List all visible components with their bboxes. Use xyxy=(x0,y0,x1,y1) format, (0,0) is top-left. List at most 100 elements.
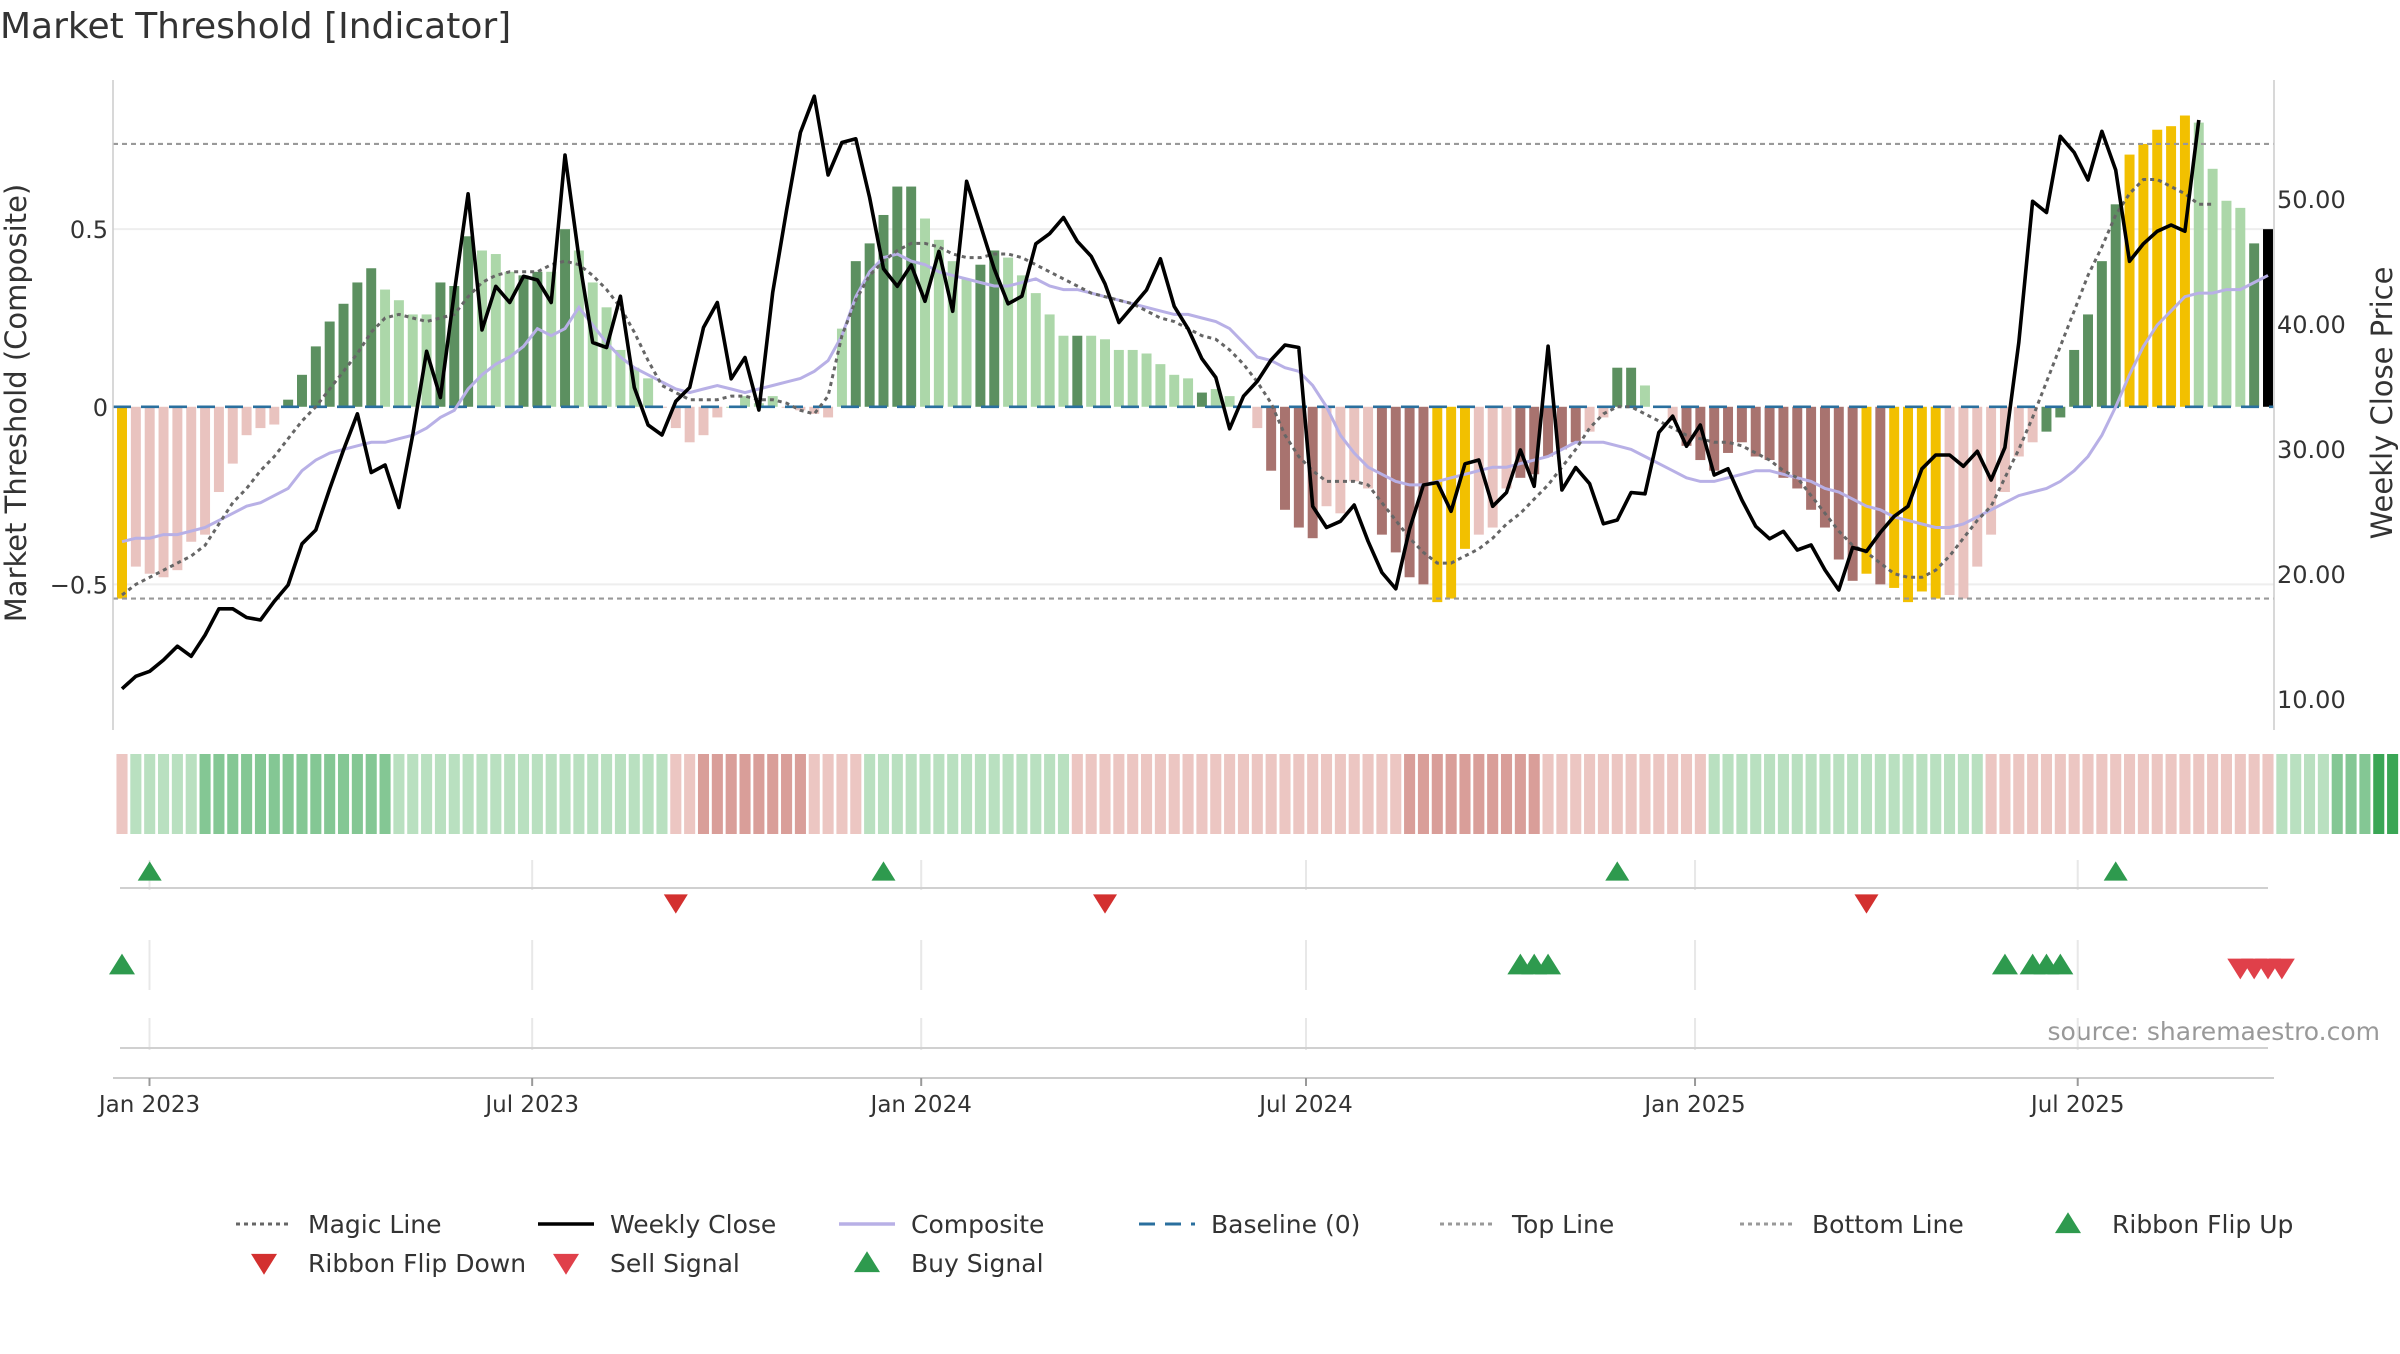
ribbon-cell xyxy=(836,754,848,834)
composite-bar xyxy=(407,314,418,407)
ribbon-cell xyxy=(2013,754,2025,834)
composite-bar xyxy=(989,250,1000,407)
composite-bar xyxy=(1127,349,1138,407)
ribbon-cell xyxy=(2345,754,2357,834)
ribbon-cell xyxy=(1736,754,1748,834)
composite-bar xyxy=(1252,406,1263,429)
ribbon-cell xyxy=(213,754,225,834)
composite-bar xyxy=(587,282,598,407)
composite-bar xyxy=(324,321,335,407)
ribbon-cell xyxy=(2027,754,2039,834)
ribbon-cell xyxy=(2248,754,2260,834)
composite-bar xyxy=(2110,204,2121,407)
ribbon-cell xyxy=(1514,754,1526,834)
composite-bar xyxy=(2221,200,2232,407)
x-tick-label: Jul 2024 xyxy=(1257,1092,1353,1118)
ribbon-cell xyxy=(781,754,793,834)
composite-bar xyxy=(1916,406,1927,592)
composite-bar xyxy=(573,250,584,407)
ribbon-cell xyxy=(1777,754,1789,834)
ribbon-cell xyxy=(1764,754,1776,834)
ribbon-cell xyxy=(241,754,253,834)
composite-bar xyxy=(1723,406,1734,453)
composite-bar xyxy=(1515,406,1526,478)
composite-line xyxy=(121,252,2269,544)
ribbon-cell xyxy=(379,754,391,834)
y2-tick-label: 20.00 xyxy=(2277,561,2346,589)
ribbon-cell xyxy=(337,754,350,834)
ribbon-cell xyxy=(1057,754,1070,834)
composite-bar xyxy=(1183,378,1194,407)
ribbon-cell xyxy=(1680,754,1693,834)
ribbon-cell xyxy=(864,754,876,834)
composite-bar xyxy=(2207,168,2218,407)
legend-swatch xyxy=(553,1253,579,1275)
composite-bar xyxy=(1293,406,1304,528)
ribbon-cell xyxy=(2124,754,2136,834)
composite-bar xyxy=(352,282,363,407)
ribbon-flip-down-marker xyxy=(1093,894,1118,914)
ribbon-cell xyxy=(1030,754,1042,834)
ribbon-cell xyxy=(1584,754,1596,834)
composite-bar xyxy=(1889,406,1900,588)
composite-bar xyxy=(2179,115,2190,407)
ribbon-cell xyxy=(1445,754,1457,834)
legend-label: Ribbon Flip Down xyxy=(308,1249,526,1278)
ribbon-cell xyxy=(310,754,322,834)
ribbon-cell xyxy=(1722,754,1734,834)
composite-bar xyxy=(615,349,626,407)
ribbon-cell xyxy=(1154,754,1166,834)
source-label: source: sharemaestro.com xyxy=(2048,1017,2381,1046)
ribbon-cell xyxy=(1417,754,1429,834)
composite-bar xyxy=(1432,406,1443,603)
legend-label: Ribbon Flip Up xyxy=(2112,1210,2293,1239)
buy-signal-marker xyxy=(109,953,135,975)
composite-bar xyxy=(393,300,404,407)
ribbon-cell xyxy=(919,754,931,834)
composite-bar xyxy=(836,328,847,407)
ribbon-cell xyxy=(1251,754,1263,834)
ribbon-cell xyxy=(794,754,806,834)
ribbon-cell xyxy=(421,754,433,834)
composite-bar xyxy=(947,261,958,407)
ribbon-cell xyxy=(670,754,682,834)
y2-tick-label: 40.00 xyxy=(2277,311,2346,339)
composite-bar xyxy=(1003,257,1014,407)
ribbon-cell xyxy=(1971,754,1983,834)
composite-bar xyxy=(1169,374,1180,407)
composite-bar xyxy=(1376,406,1387,535)
composite-bar xyxy=(449,286,460,407)
composite-bar xyxy=(933,239,944,407)
ribbon-cell xyxy=(2220,754,2233,834)
composite-bar xyxy=(1501,406,1512,489)
composite-bar xyxy=(1335,406,1346,514)
ribbon-cell xyxy=(2373,754,2385,834)
composite-bar xyxy=(463,236,474,407)
ribbon-cell xyxy=(1459,754,1471,834)
x-tick-label: Jan 2024 xyxy=(869,1092,972,1118)
composite-bar xyxy=(2249,243,2260,407)
ribbon-cell xyxy=(1210,754,1222,834)
composite-bar xyxy=(1196,392,1207,407)
y2-tick-label: 50.00 xyxy=(2277,186,2346,214)
composite-bar xyxy=(1556,406,1567,450)
ribbon-cell xyxy=(947,754,959,834)
composite-bar xyxy=(1100,339,1110,407)
ribbon-cell xyxy=(116,754,128,834)
ribbon-cell xyxy=(1819,754,1831,834)
ribbon-flip-up-marker xyxy=(1605,861,1630,881)
ribbon-cell xyxy=(2110,754,2122,834)
ribbon-flip-down-marker xyxy=(1854,894,1879,914)
ribbon-cell xyxy=(1224,754,1236,834)
ribbon-cell xyxy=(324,754,336,834)
composite-bar xyxy=(2193,122,2204,407)
ribbon-cell xyxy=(2303,754,2316,834)
ribbon-cell xyxy=(448,754,460,834)
ribbon-cell xyxy=(1237,754,1249,834)
composite-bar xyxy=(144,406,155,574)
x-tick-label: Jan 2025 xyxy=(1642,1092,1745,1118)
ribbon-cell xyxy=(2137,754,2149,834)
ribbon-cell xyxy=(808,754,820,834)
composite-bar xyxy=(2152,129,2163,407)
composite-bar xyxy=(1778,406,1789,478)
